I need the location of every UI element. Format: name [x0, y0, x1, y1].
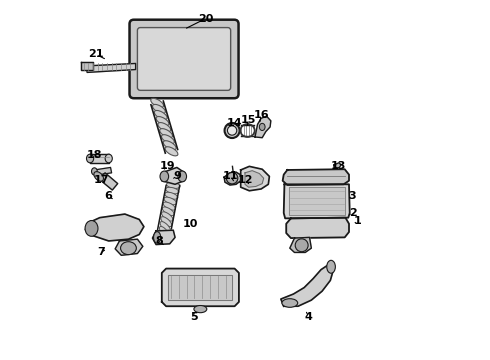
Text: 9: 9: [173, 171, 181, 181]
Text: 18: 18: [87, 150, 102, 160]
Ellipse shape: [295, 239, 308, 252]
Ellipse shape: [162, 207, 174, 216]
Ellipse shape: [164, 197, 177, 205]
Text: 8: 8: [156, 236, 164, 246]
Ellipse shape: [327, 260, 335, 273]
Text: 21: 21: [88, 49, 104, 59]
Ellipse shape: [154, 111, 167, 120]
Polygon shape: [85, 214, 144, 241]
Text: 3: 3: [349, 191, 356, 201]
Ellipse shape: [166, 187, 179, 194]
Text: 11: 11: [223, 171, 239, 181]
Ellipse shape: [105, 154, 112, 163]
Polygon shape: [98, 173, 118, 190]
FancyBboxPatch shape: [129, 20, 239, 98]
Ellipse shape: [160, 171, 169, 182]
Text: 16: 16: [253, 111, 269, 121]
Polygon shape: [81, 62, 93, 69]
Polygon shape: [289, 187, 344, 215]
Polygon shape: [115, 239, 143, 255]
Text: 20: 20: [198, 14, 213, 24]
Text: 19: 19: [160, 161, 176, 171]
FancyBboxPatch shape: [137, 28, 231, 90]
Ellipse shape: [160, 129, 172, 138]
Text: 15: 15: [241, 115, 256, 125]
Polygon shape: [290, 237, 311, 252]
Polygon shape: [85, 63, 136, 72]
Polygon shape: [168, 275, 232, 300]
Ellipse shape: [162, 135, 174, 144]
Ellipse shape: [162, 212, 173, 221]
Text: 6: 6: [104, 191, 112, 201]
Polygon shape: [284, 184, 350, 219]
Text: 7: 7: [97, 247, 105, 257]
Polygon shape: [95, 167, 112, 175]
Text: 17: 17: [94, 175, 109, 185]
Ellipse shape: [152, 104, 165, 113]
Polygon shape: [152, 230, 175, 244]
Ellipse shape: [92, 168, 97, 175]
Ellipse shape: [153, 231, 161, 243]
Ellipse shape: [151, 98, 164, 107]
Polygon shape: [90, 154, 109, 163]
Polygon shape: [286, 218, 349, 238]
Ellipse shape: [259, 123, 265, 131]
Ellipse shape: [121, 242, 136, 255]
Polygon shape: [162, 167, 185, 184]
Text: 14: 14: [226, 118, 242, 128]
Polygon shape: [224, 172, 241, 185]
Polygon shape: [281, 265, 334, 306]
Ellipse shape: [160, 221, 171, 232]
Ellipse shape: [87, 154, 94, 163]
Text: 1: 1: [354, 216, 362, 226]
Ellipse shape: [94, 172, 103, 181]
Ellipse shape: [282, 299, 298, 307]
Text: 2: 2: [349, 208, 356, 218]
Ellipse shape: [224, 123, 240, 138]
Ellipse shape: [178, 171, 187, 182]
Text: 13: 13: [331, 161, 346, 171]
Polygon shape: [283, 169, 349, 185]
Ellipse shape: [226, 172, 238, 184]
Ellipse shape: [159, 226, 169, 238]
Ellipse shape: [167, 182, 180, 188]
Polygon shape: [255, 116, 271, 138]
Text: 5: 5: [190, 312, 198, 322]
Ellipse shape: [165, 192, 178, 199]
Text: 4: 4: [305, 312, 313, 322]
Polygon shape: [241, 166, 270, 191]
Ellipse shape: [158, 122, 171, 132]
Ellipse shape: [156, 117, 169, 126]
Ellipse shape: [163, 202, 175, 210]
Text: 10: 10: [183, 219, 198, 229]
Polygon shape: [245, 171, 264, 187]
Ellipse shape: [227, 126, 237, 135]
Polygon shape: [162, 269, 239, 306]
Ellipse shape: [163, 141, 176, 150]
Polygon shape: [334, 163, 341, 168]
Ellipse shape: [194, 306, 207, 313]
Ellipse shape: [161, 217, 172, 226]
Ellipse shape: [165, 147, 178, 156]
Text: 12: 12: [237, 175, 253, 185]
Ellipse shape: [85, 221, 98, 236]
